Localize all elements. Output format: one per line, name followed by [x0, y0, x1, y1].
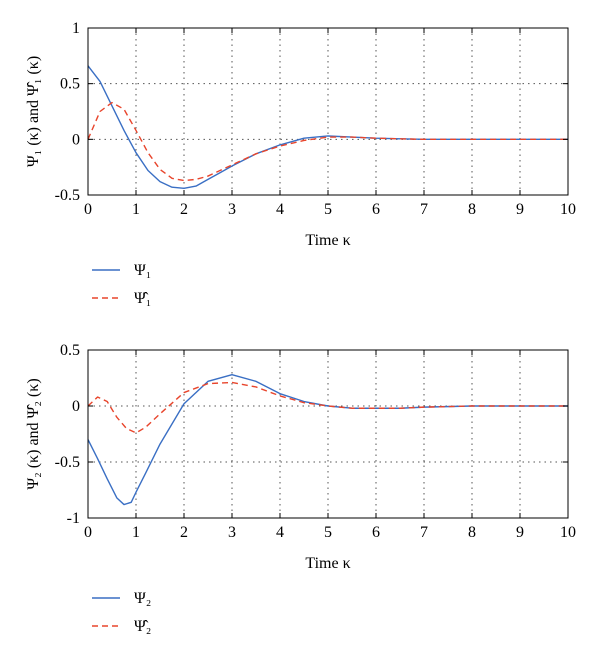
- legend-label: Ψ₁: [134, 262, 151, 279]
- legend: Ψ₁ Ψ̂₁: [92, 262, 151, 307]
- x-tick-label: 2: [180, 201, 188, 218]
- chart-2: 0 1 2 3 4 5 6 7 8 9 10 0.5 0 -0.5 -1 Time κ Ψ₂ (κ) and Ψ…: [25, 342, 576, 635]
- legend-label: Ψ̂₂: [134, 618, 151, 635]
- x-tick-label: 1: [132, 201, 140, 218]
- x-tick-label: 5: [324, 524, 332, 541]
- x-tick-label: 4: [276, 201, 284, 218]
- x-tick-label: 5: [324, 201, 332, 218]
- y-tick-label: 1: [72, 20, 80, 37]
- x-axis-label: Time κ: [305, 555, 350, 572]
- x-tick-label: 10: [560, 201, 576, 218]
- y-axis-label: Ψ₂ (κ) and Ψ̂₂ (κ): [25, 378, 42, 489]
- series-line-estimate: [87, 101, 568, 182]
- legend: Ψ₂ Ψ̂₂: [92, 590, 151, 635]
- x-tick-label: 9: [516, 524, 524, 541]
- x-tick-label: 9: [516, 201, 524, 218]
- x-tick-label: 6: [372, 524, 380, 541]
- x-axis-label: Time κ: [305, 232, 350, 249]
- x-tick-label: 0: [84, 201, 92, 218]
- x-tick-label: 10: [560, 524, 576, 541]
- x-tick-label: 2: [180, 524, 188, 541]
- x-tick-label: 7: [420, 524, 428, 541]
- x-tick-label: 3: [228, 201, 236, 218]
- y-tick-label: 0: [72, 398, 80, 415]
- legend-label: Ψ₂: [134, 590, 151, 607]
- y-tick-label: -0.5: [55, 454, 80, 471]
- x-tick-label: 4: [276, 524, 284, 541]
- x-tick-label: 3: [228, 524, 236, 541]
- series-line-estimate: [87, 381, 568, 434]
- x-tick-label: 7: [420, 201, 428, 218]
- x-tick-label: 1: [132, 524, 140, 541]
- y-tick-label: 0: [72, 131, 80, 148]
- y-axis-label: Ψ₁ (κ) and Ψ̂₁ (κ): [25, 56, 42, 167]
- x-tick-label: 8: [468, 201, 476, 218]
- x-tick-label: 6: [372, 201, 380, 218]
- x-tick-label: 8: [468, 524, 476, 541]
- x-tick-label: 0: [84, 524, 92, 541]
- grid: [88, 350, 568, 518]
- legend-label: Ψ̂₁: [134, 290, 151, 307]
- y-tick-label: 0.5: [60, 342, 80, 359]
- y-tick-label: 0.5: [60, 76, 80, 93]
- series-line-actual: [87, 373, 568, 506]
- grid: [88, 28, 568, 195]
- y-tick-label: -0.5: [55, 187, 80, 204]
- y-tick-label: -1: [67, 510, 80, 527]
